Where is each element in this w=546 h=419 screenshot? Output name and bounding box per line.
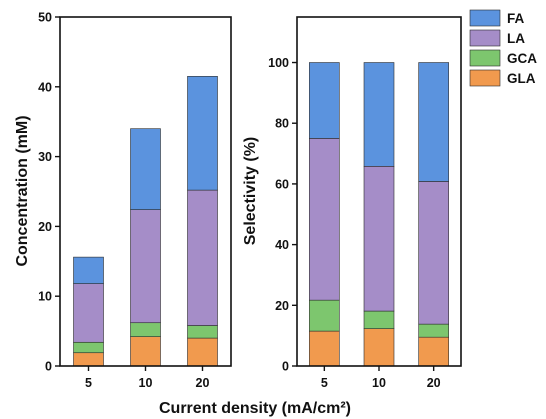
legend-label-fa: FA	[507, 11, 525, 26]
concentration-bar-gca-5	[73, 341, 104, 354]
selectivity-y-tick-label: 40	[275, 238, 289, 252]
legend-label-la: LA	[507, 31, 525, 46]
concentration-bar-fa-10	[130, 128, 161, 210]
selectivity-y-tick-label: 0	[282, 360, 289, 374]
selectivity-x-tick-label: 10	[372, 376, 386, 390]
selectivity-bar-fa-10	[363, 62, 395, 167]
x-axis-title: Current density (mA/cm²)	[159, 400, 351, 417]
concentration-y-tick-label: 20	[38, 220, 52, 234]
legend-label-gla: GLA	[507, 71, 536, 86]
concentration-panel: 5 10 20 0 10 20 30 40 50 Concentration (mM)	[14, 11, 232, 390]
selectivity-bar-la-10	[363, 166, 395, 312]
concentration-y-axis-title: Concentration (mM)	[14, 115, 31, 266]
concentration-bar-fa-20	[187, 76, 218, 191]
legend-swatch-la	[469, 29, 501, 47]
concentration-x-tick-label: 5	[85, 376, 92, 390]
selectivity-bar-gca-5	[309, 299, 340, 332]
concentration-bar-la-10	[130, 209, 161, 324]
legend-swatch-gla	[469, 69, 501, 87]
legend-label-gca: GCA	[507, 51, 537, 66]
selectivity-bar-fa-20	[418, 62, 449, 182]
selectivity-y-tick-label: 80	[275, 117, 289, 131]
legend-swatch-fa	[469, 9, 501, 27]
concentration-y-tick-label: 50	[38, 11, 52, 25]
selectivity-bar-gca-20	[418, 323, 449, 338]
concentration-x-tick-label: 10	[139, 376, 153, 390]
selectivity-y-tick-label: 100	[268, 56, 289, 70]
concentration-bar-gca-20	[187, 325, 218, 339]
concentration-bar-gla-5	[73, 352, 104, 367]
concentration-y-tick-label: 10	[38, 290, 52, 304]
selectivity-x-tick-label: 5	[321, 376, 328, 390]
selectivity-panel: 5 10 20 0 20 40 60 80 100 Selectivity (%)	[242, 16, 462, 390]
selectivity-y-tick-label: 60	[275, 177, 289, 191]
concentration-bar-la-20	[187, 189, 218, 326]
concentration-bar-gla-20	[187, 337, 218, 367]
selectivity-bar-gla-20	[418, 336, 449, 367]
selectivity-x-tick-label: 20	[427, 376, 441, 390]
selectivity-bar-la-5	[309, 138, 340, 301]
concentration-bar-gca-10	[130, 322, 161, 337]
concentration-bar-gla-10	[130, 336, 161, 367]
concentration-y-tick-label: 40	[38, 80, 52, 94]
concentration-y-tick-label: 0	[45, 360, 52, 374]
selectivity-bar-gla-5	[309, 330, 340, 367]
legend-swatch-gca	[469, 49, 501, 67]
selectivity-bar-fa-5	[309, 62, 340, 139]
selectivity-y-axis-title: Selectivity (%)	[242, 137, 259, 245]
concentration-y-tick-label: 30	[38, 150, 52, 164]
concentration-bar-la-5	[73, 283, 104, 343]
selectivity-bar-gca-10	[363, 310, 395, 329]
legend: FA LA GCA GLA	[469, 9, 537, 87]
selectivity-y-tick-label: 20	[275, 299, 289, 313]
selectivity-bar-gla-10	[363, 328, 395, 367]
concentration-bar-fa-5	[73, 256, 104, 284]
concentration-x-tick-label: 20	[196, 376, 210, 390]
selectivity-bar-la-20	[418, 181, 449, 325]
